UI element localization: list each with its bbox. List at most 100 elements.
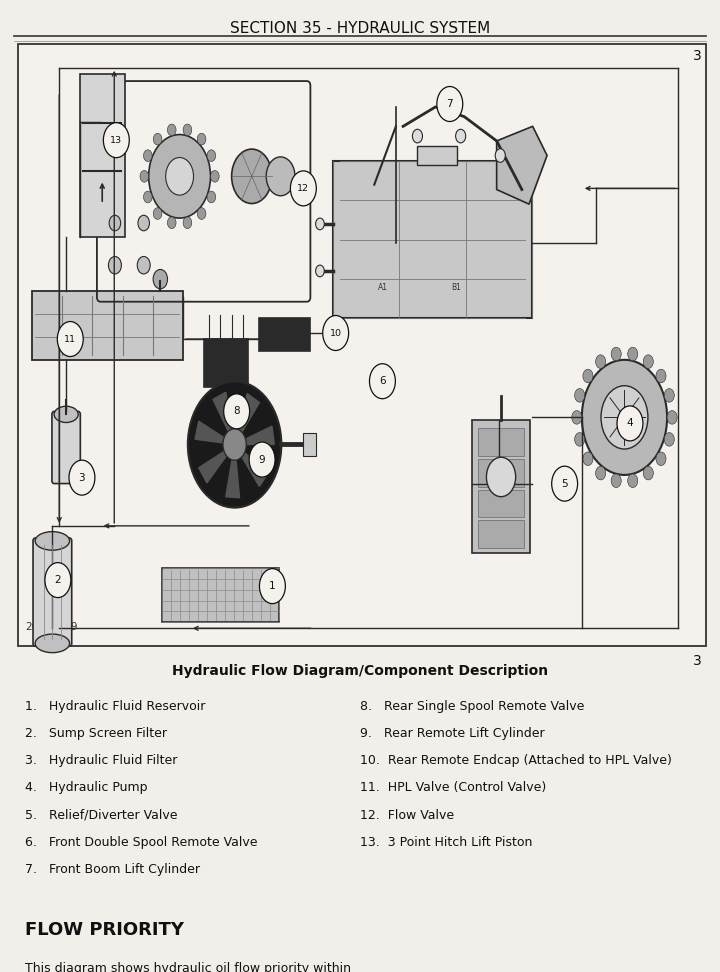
Circle shape <box>138 215 150 230</box>
Text: 6.   Front Double Spool Remote Valve: 6. Front Double Spool Remote Valve <box>25 836 258 849</box>
FancyBboxPatch shape <box>477 459 524 487</box>
FancyBboxPatch shape <box>418 146 457 165</box>
Circle shape <box>665 389 675 402</box>
Text: 3.   Hydraulic Fluid Filter: 3. Hydraulic Fluid Filter <box>25 754 178 767</box>
Text: 9.   Rear Remote Lift Cylinder: 9. Rear Remote Lift Cylinder <box>360 727 544 740</box>
Circle shape <box>183 124 192 136</box>
Text: This diagram shows hydraulic oil flow priority within
the tractor's hydraulic sy: This diagram shows hydraulic oil flow pr… <box>25 962 351 972</box>
Circle shape <box>617 406 643 441</box>
Text: 3: 3 <box>78 472 85 483</box>
Circle shape <box>143 191 152 203</box>
Circle shape <box>643 355 653 368</box>
FancyBboxPatch shape <box>163 568 279 622</box>
FancyBboxPatch shape <box>303 433 316 456</box>
Circle shape <box>595 355 606 368</box>
Text: 2: 2 <box>55 575 61 585</box>
Text: Hydraulic Flow Diagram/Component Description: Hydraulic Flow Diagram/Component Descrip… <box>172 664 548 677</box>
Text: 2.   Sump Screen Filter: 2. Sump Screen Filter <box>25 727 167 740</box>
Text: 1: 1 <box>269 581 276 591</box>
Circle shape <box>628 474 638 488</box>
Circle shape <box>210 170 219 182</box>
Text: 7: 7 <box>446 99 453 109</box>
Circle shape <box>601 386 648 449</box>
Circle shape <box>583 452 593 466</box>
Circle shape <box>656 452 666 466</box>
Circle shape <box>153 133 162 145</box>
Circle shape <box>259 569 285 604</box>
Circle shape <box>575 389 585 402</box>
FancyBboxPatch shape <box>52 411 81 483</box>
Circle shape <box>223 429 246 461</box>
FancyBboxPatch shape <box>204 339 248 387</box>
Circle shape <box>58 322 84 357</box>
Circle shape <box>143 150 152 161</box>
Ellipse shape <box>35 634 70 652</box>
Text: FLOW PRIORITY: FLOW PRIORITY <box>25 921 184 940</box>
Text: 8.   Rear Single Spool Remote Valve: 8. Rear Single Spool Remote Valve <box>360 700 585 712</box>
Circle shape <box>611 474 621 488</box>
Text: 4.   Hydraulic Pump: 4. Hydraulic Pump <box>25 781 148 794</box>
FancyBboxPatch shape <box>80 74 125 236</box>
Circle shape <box>166 157 194 195</box>
Circle shape <box>582 360 667 475</box>
Circle shape <box>153 208 162 220</box>
Polygon shape <box>226 444 240 498</box>
Text: 12: 12 <box>297 184 310 192</box>
FancyBboxPatch shape <box>18 44 706 646</box>
Text: 1.   Hydraulic Fluid Reservoir: 1. Hydraulic Fluid Reservoir <box>25 700 206 712</box>
Text: 6: 6 <box>379 376 386 386</box>
Ellipse shape <box>54 406 78 423</box>
Circle shape <box>583 369 593 383</box>
FancyBboxPatch shape <box>477 428 524 456</box>
Circle shape <box>487 457 516 497</box>
Circle shape <box>643 467 653 480</box>
Circle shape <box>45 563 71 598</box>
FancyBboxPatch shape <box>33 538 72 646</box>
Circle shape <box>232 149 272 203</box>
Circle shape <box>138 257 150 274</box>
Polygon shape <box>235 426 274 444</box>
Circle shape <box>197 133 206 145</box>
Circle shape <box>148 134 210 218</box>
Circle shape <box>104 122 130 157</box>
Circle shape <box>323 316 348 351</box>
Circle shape <box>140 170 148 182</box>
Text: 4: 4 <box>626 418 634 429</box>
Circle shape <box>109 257 122 274</box>
Circle shape <box>656 369 666 383</box>
Text: 7.   Front Boom Lift Cylinder: 7. Front Boom Lift Cylinder <box>25 863 200 876</box>
Text: 11.  HPL Valve (Control Valve): 11. HPL Valve (Control Valve) <box>360 781 546 794</box>
Circle shape <box>667 410 678 424</box>
Circle shape <box>249 442 275 477</box>
Circle shape <box>153 269 168 289</box>
FancyBboxPatch shape <box>477 520 524 548</box>
Circle shape <box>207 150 216 161</box>
Text: 5.   Relief/Diverter Valve: 5. Relief/Diverter Valve <box>25 809 178 821</box>
Polygon shape <box>497 126 547 204</box>
Circle shape <box>611 347 621 361</box>
Circle shape <box>437 87 463 122</box>
Circle shape <box>315 218 324 229</box>
Circle shape <box>572 410 582 424</box>
Circle shape <box>315 265 324 277</box>
Circle shape <box>224 394 250 429</box>
Text: A1: A1 <box>378 283 388 292</box>
Text: 8: 8 <box>233 406 240 416</box>
FancyBboxPatch shape <box>32 291 183 361</box>
Text: 10.  Rear Remote Endcap (Attached to HPL Valve): 10. Rear Remote Endcap (Attached to HPL … <box>360 754 672 767</box>
Circle shape <box>575 433 585 446</box>
Circle shape <box>628 347 638 361</box>
Circle shape <box>197 208 206 220</box>
Text: 3: 3 <box>693 654 702 668</box>
Circle shape <box>456 129 466 143</box>
Circle shape <box>266 156 295 195</box>
Circle shape <box>369 364 395 399</box>
Polygon shape <box>235 444 269 486</box>
Text: B1: B1 <box>451 283 462 292</box>
Text: 20000439: 20000439 <box>25 622 78 632</box>
Text: 13.  3 Point Hitch Lift Piston: 13. 3 Point Hitch Lift Piston <box>360 836 532 849</box>
Circle shape <box>188 381 282 507</box>
Circle shape <box>290 171 316 206</box>
Text: 12.  Flow Valve: 12. Flow Valve <box>360 809 454 821</box>
Polygon shape <box>199 444 235 483</box>
